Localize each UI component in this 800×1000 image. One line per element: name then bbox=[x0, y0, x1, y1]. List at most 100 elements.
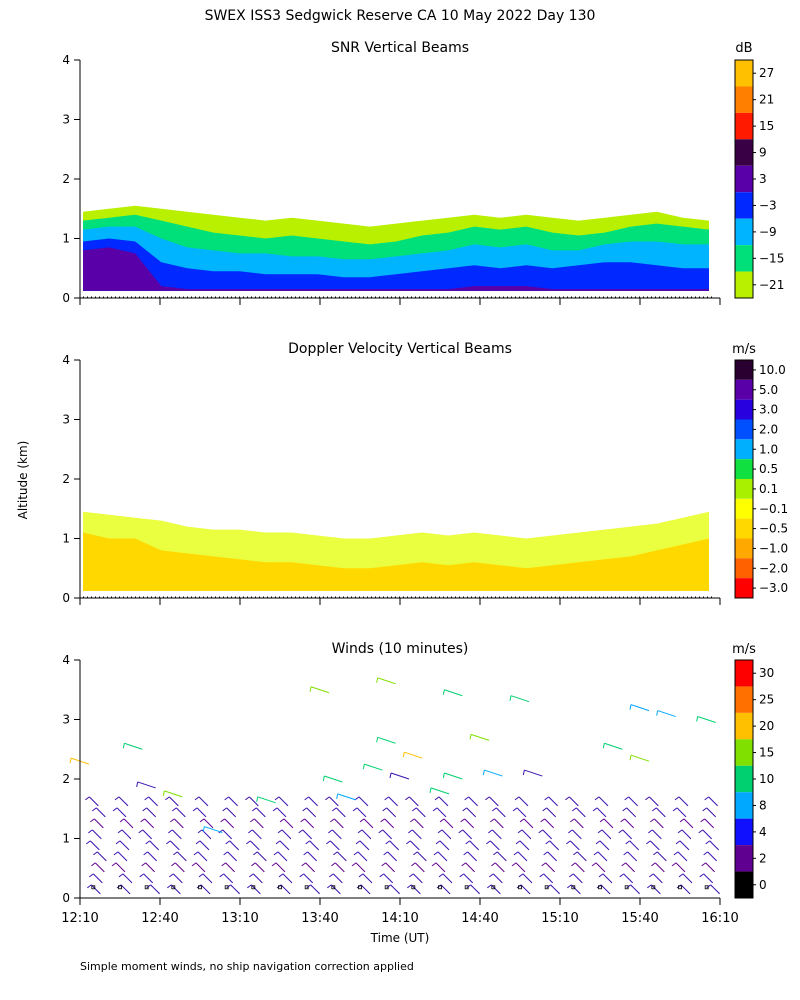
wind-barb-flag-21-0 bbox=[645, 796, 650, 801]
wind-barb-11-2 bbox=[384, 818, 395, 829]
layer-0-3 bbox=[83, 238, 709, 291]
wind-barb-flag-22-5 bbox=[673, 851, 679, 856]
upper-barb-15 bbox=[444, 689, 463, 697]
wind-barb-flag-2-8 bbox=[146, 884, 151, 889]
wind-barb-7-1 bbox=[276, 807, 287, 818]
colorbar-swatch-2-2 bbox=[735, 712, 753, 740]
wind-barb-flag-18-4 bbox=[566, 840, 571, 845]
wind-barb-0-2 bbox=[93, 818, 104, 829]
wind-barb-flag-23-6 bbox=[701, 862, 706, 867]
calm-marker-3 bbox=[171, 885, 176, 890]
upper-barb-flag-6 bbox=[309, 686, 312, 692]
wind-barb-flag-19-6 bbox=[591, 862, 597, 867]
wind-barb-flag-21-2 bbox=[650, 818, 655, 823]
wind-barb-flag-17-3 bbox=[538, 829, 543, 834]
colorbar-swatch-1-5 bbox=[735, 459, 753, 479]
wind-barb-10-0 bbox=[358, 796, 369, 807]
wind-barb-19-0 bbox=[598, 796, 609, 807]
calm-marker-10 bbox=[358, 885, 362, 890]
wind-barb-flag-2-3 bbox=[138, 829, 143, 834]
wind-barb-flag-8-5 bbox=[303, 851, 308, 856]
wind-barb-18-5 bbox=[576, 851, 587, 862]
calm-marker-18 bbox=[571, 885, 576, 890]
wind-barb-flag-19-5 bbox=[593, 851, 599, 856]
wind-barb-flag-22-8 bbox=[676, 884, 682, 889]
wind-barb-23-2 bbox=[704, 818, 715, 829]
wind-barb-13-4 bbox=[439, 840, 450, 851]
upper-barb-flag-5 bbox=[256, 796, 259, 802]
y-tick-label-2-2: 2 bbox=[62, 772, 70, 786]
colorbar-label-1-9: −1.0 bbox=[759, 541, 788, 555]
wind-barb-14-5 bbox=[467, 851, 478, 862]
wind-barb-13-6 bbox=[435, 862, 446, 873]
calm-marker-4 bbox=[198, 885, 202, 890]
wind-barb-14-7 bbox=[463, 873, 474, 884]
wind-barb-flag-18-0 bbox=[565, 796, 570, 801]
calm-marker-9 bbox=[331, 885, 336, 890]
wind-barb-flag-9-2 bbox=[330, 818, 335, 823]
wind-barb-flag-3-6 bbox=[171, 862, 176, 867]
wind-barb-flag-6-6 bbox=[251, 862, 256, 867]
wind-barb-21-3 bbox=[651, 829, 662, 840]
upper-barb-12 bbox=[390, 772, 410, 780]
wind-barb-23-7 bbox=[703, 873, 714, 884]
x-tick-label-8: 16:10 bbox=[701, 911, 738, 926]
wind-barb-flag-1-8 bbox=[116, 884, 122, 889]
wind-barb-flag-17-5 bbox=[543, 851, 548, 856]
colorbar-label-0-8: −21 bbox=[759, 278, 784, 292]
upper-barb-4 bbox=[204, 826, 223, 834]
colorbar-label-1-5: 0.5 bbox=[759, 462, 778, 476]
wind-barb-11-5 bbox=[387, 851, 398, 862]
colorbar-swatch-0-3 bbox=[735, 139, 753, 166]
wind-barb-0-4 bbox=[89, 840, 100, 851]
wind-barb-flag-18-8 bbox=[567, 884, 572, 889]
wind-barb-16-4 bbox=[519, 840, 530, 851]
wind-barb-flag-0-3 bbox=[88, 829, 93, 834]
wind-barb-flag-0-7 bbox=[89, 873, 94, 878]
wind-barb-flag-21-3 bbox=[648, 829, 653, 834]
wind-barb-21-5 bbox=[656, 851, 667, 862]
upper-barb-flag-16 bbox=[442, 772, 445, 779]
wind-barb-flag-9-8 bbox=[327, 884, 332, 889]
wind-barb-flag-6-0 bbox=[245, 796, 250, 801]
wind-barb-flag-18-6 bbox=[571, 862, 576, 867]
wind-barb-11-0 bbox=[388, 796, 399, 807]
wind-barb-flag-4-3 bbox=[197, 829, 203, 834]
wind-barb-6-7 bbox=[252, 873, 263, 884]
wind-barb-22-4 bbox=[679, 840, 690, 851]
wind-barb-flag-9-6 bbox=[331, 862, 336, 867]
upper-barb-24 bbox=[657, 710, 676, 718]
y-tick-label-0-0: 0 bbox=[62, 291, 70, 305]
upper-barb-5 bbox=[257, 796, 276, 804]
wind-barb-6-1 bbox=[255, 807, 266, 818]
colorbar-swatch-0-1 bbox=[735, 86, 753, 113]
wind-barb-flag-15-3 bbox=[488, 829, 493, 834]
wind-barb-flag-6-1 bbox=[252, 807, 257, 812]
wind-barb-14-0 bbox=[468, 796, 479, 807]
colorbar-label-0-1: 21 bbox=[759, 93, 774, 107]
colorbar-label-1-0: 10.0 bbox=[759, 363, 786, 377]
wind-barb-17-0 bbox=[548, 796, 559, 807]
upper-barb-flag-9 bbox=[362, 764, 365, 770]
wind-barb-22-1 bbox=[676, 807, 687, 818]
wind-barb-flag-9-7 bbox=[329, 873, 334, 878]
wind-barb-flag-15-1 bbox=[492, 807, 497, 812]
wind-barb-flag-6-7 bbox=[249, 873, 254, 878]
upper-barb-1 bbox=[124, 742, 143, 750]
wind-barb-flag-16-8 bbox=[516, 884, 522, 889]
wind-barb-flag-8-3 bbox=[298, 829, 303, 834]
upper-barb-21 bbox=[604, 742, 623, 750]
wind-barb-flag-16-6 bbox=[511, 862, 517, 867]
wind-barb-flag-22-4 bbox=[675, 840, 681, 845]
upper-barb-flag-0 bbox=[69, 758, 72, 764]
colorbar-swatch-1-10 bbox=[735, 558, 753, 579]
wind-barb-flag-4-4 bbox=[195, 840, 201, 845]
wind-barb-10-3 bbox=[361, 829, 372, 840]
wind-barb-flag-1-6 bbox=[111, 862, 117, 867]
wind-barb-6-0 bbox=[248, 796, 259, 807]
wind-barb-flag-10-4 bbox=[355, 840, 361, 845]
wind-barb-flag-17-8 bbox=[546, 884, 551, 889]
wind-barb-flag-14-4 bbox=[465, 840, 470, 845]
wind-barb-flag-17-1 bbox=[542, 807, 547, 812]
wind-barb-flag-2-1 bbox=[142, 807, 147, 812]
